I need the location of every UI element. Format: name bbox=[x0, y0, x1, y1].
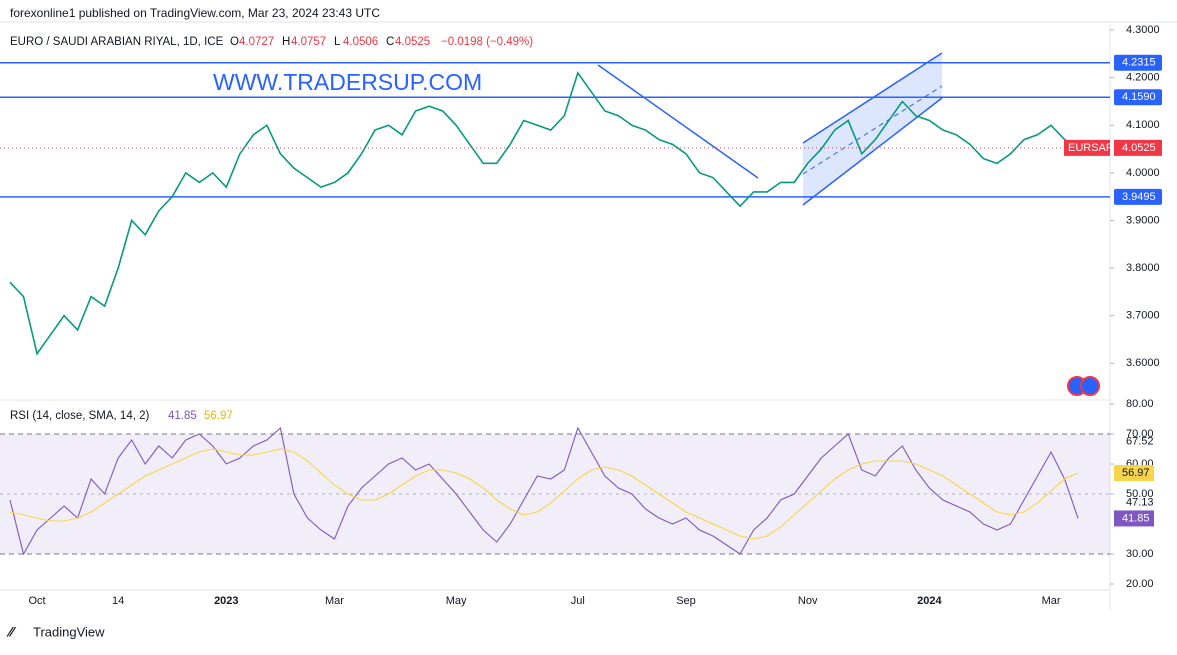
rsi-title: RSI (14, close, SMA, 14, 2) bbox=[10, 410, 150, 422]
sma-value: 56.97 bbox=[204, 410, 233, 422]
ohlc-value: 4.0757 bbox=[291, 36, 326, 48]
x-tick-label: 14 bbox=[112, 595, 124, 607]
footer-logo: ⁄⁄ bbox=[6, 624, 16, 640]
channel-top bbox=[802, 52, 943, 144]
x-tick-label: May bbox=[446, 595, 467, 607]
watermark: WWW.TRADERSUP.COM bbox=[213, 69, 482, 95]
series-line bbox=[9, 448, 1079, 540]
axis-mark-label: 67.52 bbox=[1126, 435, 1154, 447]
rsi-value: 41.85 bbox=[168, 410, 197, 422]
level-tag bbox=[1114, 188, 1162, 205]
y-tick-label: 4.2000 bbox=[1126, 72, 1160, 84]
level-label: 3.9495 bbox=[1122, 191, 1156, 203]
y-tick-label: 4.0000 bbox=[1126, 167, 1160, 179]
logo-icon bbox=[1080, 376, 1100, 396]
value-tag-label: 41.85 bbox=[1122, 512, 1150, 524]
level-label: 4.1590 bbox=[1122, 91, 1156, 103]
y-tick-label: 3.8000 bbox=[1126, 262, 1160, 274]
y-tick-label: 20.00 bbox=[1126, 578, 1154, 590]
series-line bbox=[9, 71, 1079, 356]
y-tick-label: 4.3000 bbox=[1126, 24, 1160, 36]
level-tag bbox=[1114, 54, 1162, 71]
change: −0.0198 (−0.49%) bbox=[441, 36, 533, 48]
ohlc-key: C bbox=[386, 36, 394, 48]
x-tick-label: 2024 bbox=[917, 595, 942, 607]
x-tick-label: Mar bbox=[1042, 595, 1061, 607]
x-tick-label: Jul bbox=[571, 595, 585, 607]
trend-line bbox=[597, 64, 759, 179]
footer-brand: TradingView bbox=[33, 624, 105, 639]
channel-bottom bbox=[802, 97, 943, 206]
ohlc-value: 4.0506 bbox=[343, 36, 378, 48]
channel-mid bbox=[802, 85, 943, 175]
symbol-label: EURSAR bbox=[1068, 142, 1114, 154]
level-tag bbox=[1114, 89, 1162, 106]
ohlc-value: 4.0525 bbox=[395, 36, 430, 48]
ohlc-key: L bbox=[334, 36, 341, 48]
y-tick-label: 3.6000 bbox=[1126, 357, 1160, 369]
channel-fill bbox=[803, 53, 942, 205]
x-tick-label: Nov bbox=[798, 595, 818, 607]
level-label: 4.2315 bbox=[1122, 57, 1156, 69]
value-tag bbox=[1114, 510, 1154, 527]
symbol-title: EURO / SAUDI ARABIAN RIYAL, 1D, ICE bbox=[10, 36, 224, 48]
axis-mark-label: 47.13 bbox=[1126, 497, 1154, 509]
x-tick-label: 2023 bbox=[214, 595, 238, 607]
y-tick-label: 3.7000 bbox=[1126, 310, 1160, 322]
series-line bbox=[9, 426, 1079, 556]
x-tick-label: Sep bbox=[676, 595, 696, 607]
y-tick-label: 3.9000 bbox=[1126, 214, 1160, 226]
y-tick-label: 70.00 bbox=[1126, 428, 1154, 440]
ohlc-key: H bbox=[282, 36, 290, 48]
ohlc-legend: O 4.0727 H 4.0757 L 4.0506 C 4.0525 −0.0198 (−0.… bbox=[230, 36, 533, 48]
value-tag-label: 56.97 bbox=[1122, 467, 1150, 479]
x-tick-label: Oct bbox=[28, 595, 45, 607]
price-label: 4.0525 bbox=[1122, 142, 1156, 154]
plot: 4.3000 4.2000 4.1000 4.0000 3.9000 3.8000 3.70… bbox=[0, 24, 1162, 607]
price-tag bbox=[1114, 139, 1162, 156]
symbol-tag bbox=[1064, 139, 1110, 156]
ohlc-key: O bbox=[230, 36, 239, 48]
ohlc-value: 4.0727 bbox=[239, 36, 274, 48]
x-tick-label: Mar bbox=[325, 595, 344, 607]
y-tick-label: 30.00 bbox=[1126, 548, 1154, 560]
y-tick-label: 50.00 bbox=[1126, 488, 1154, 500]
y-tick-label: 80.00 bbox=[1126, 398, 1154, 410]
publish-info: forexonline1 published on TradingView.co… bbox=[10, 6, 380, 20]
y-tick-label: 4.1000 bbox=[1126, 119, 1160, 131]
value-tag bbox=[1114, 465, 1154, 482]
